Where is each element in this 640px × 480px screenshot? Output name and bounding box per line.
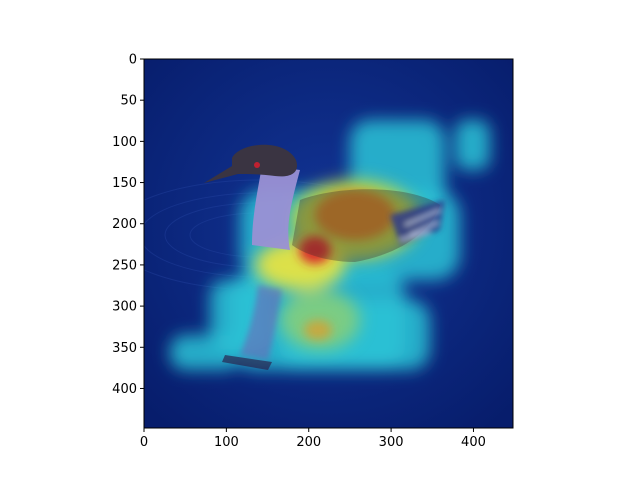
grebe-bird — [204, 144, 445, 370]
x-tick-label: 300 — [379, 435, 404, 450]
y-tick-label: 400 — [112, 382, 137, 397]
y-tick-label: 200 — [112, 217, 137, 232]
y-tick-label: 300 — [112, 300, 137, 315]
y-tick-label: 350 — [112, 341, 137, 356]
x-tick-label: 0 — [140, 435, 148, 450]
heatmap-image — [144, 59, 513, 428]
y-axis: 0 50 100 150 200 250 300 350 400 — [112, 53, 144, 397]
y-tick-label: 0 — [129, 53, 137, 68]
bird-eye — [254, 162, 260, 168]
y-tick-label: 150 — [112, 176, 137, 191]
x-tick-label: 400 — [461, 435, 486, 450]
heat-red-region — [299, 190, 395, 340]
x-axis: 0 100 200 300 400 — [140, 428, 486, 450]
x-tick-label: 100 — [214, 435, 239, 450]
y-tick-label: 100 — [112, 135, 137, 150]
x-tick-label: 200 — [296, 435, 321, 450]
plot-frame — [143, 58, 514, 429]
y-tick-label: 250 — [112, 258, 137, 273]
y-tick-label: 50 — [120, 94, 137, 109]
